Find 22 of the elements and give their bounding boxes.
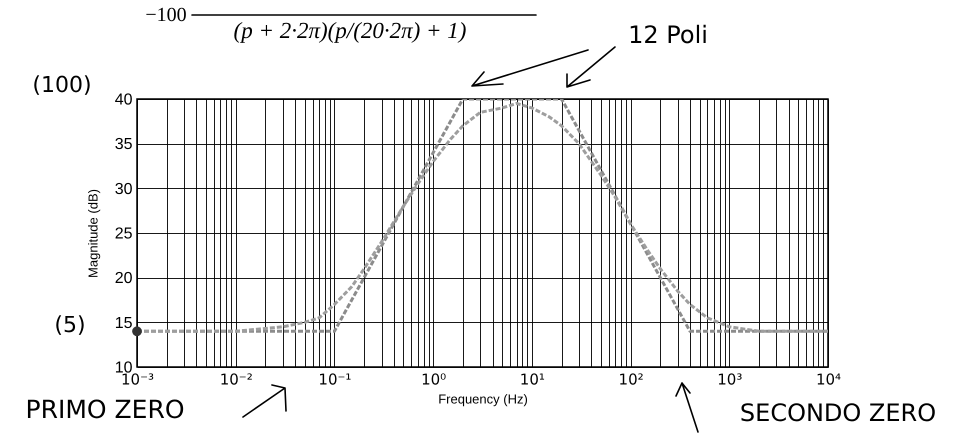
x-tick-label: 10⁰: [421, 370, 446, 388]
x-axis-title: Frequency (Hz): [438, 392, 528, 406]
y-tick-label: 35: [114, 136, 133, 154]
x-tick-label: 10⁻²: [220, 370, 253, 388]
text: SECONDO ZERO: [740, 399, 936, 427]
text: −100: [145, 4, 187, 26]
y-tick-label: 40: [114, 92, 133, 108]
y-tick-label: 15: [114, 314, 133, 332]
text: (p + 2·2π)(p/(20·2π) + 1): [234, 18, 466, 43]
x-tick-label: 10²: [618, 370, 644, 388]
text: (5): [54, 313, 86, 338]
y-axis-title: Magnitude (dB): [86, 189, 101, 278]
text: 12 Poli: [628, 21, 708, 49]
x-tick-label: 10¹: [520, 370, 545, 388]
x-tick-label: 10³: [717, 370, 742, 388]
y-tick-label: 25: [114, 226, 133, 242]
text: PRIMO ZERO: [26, 395, 184, 424]
y-tick-label: 30: [114, 180, 133, 198]
y-tick-label: 20: [114, 270, 133, 288]
text: (100): [32, 73, 92, 98]
x-tick-label: 10⁻¹: [318, 370, 352, 388]
x-tick-label: 10⁴: [816, 370, 842, 388]
